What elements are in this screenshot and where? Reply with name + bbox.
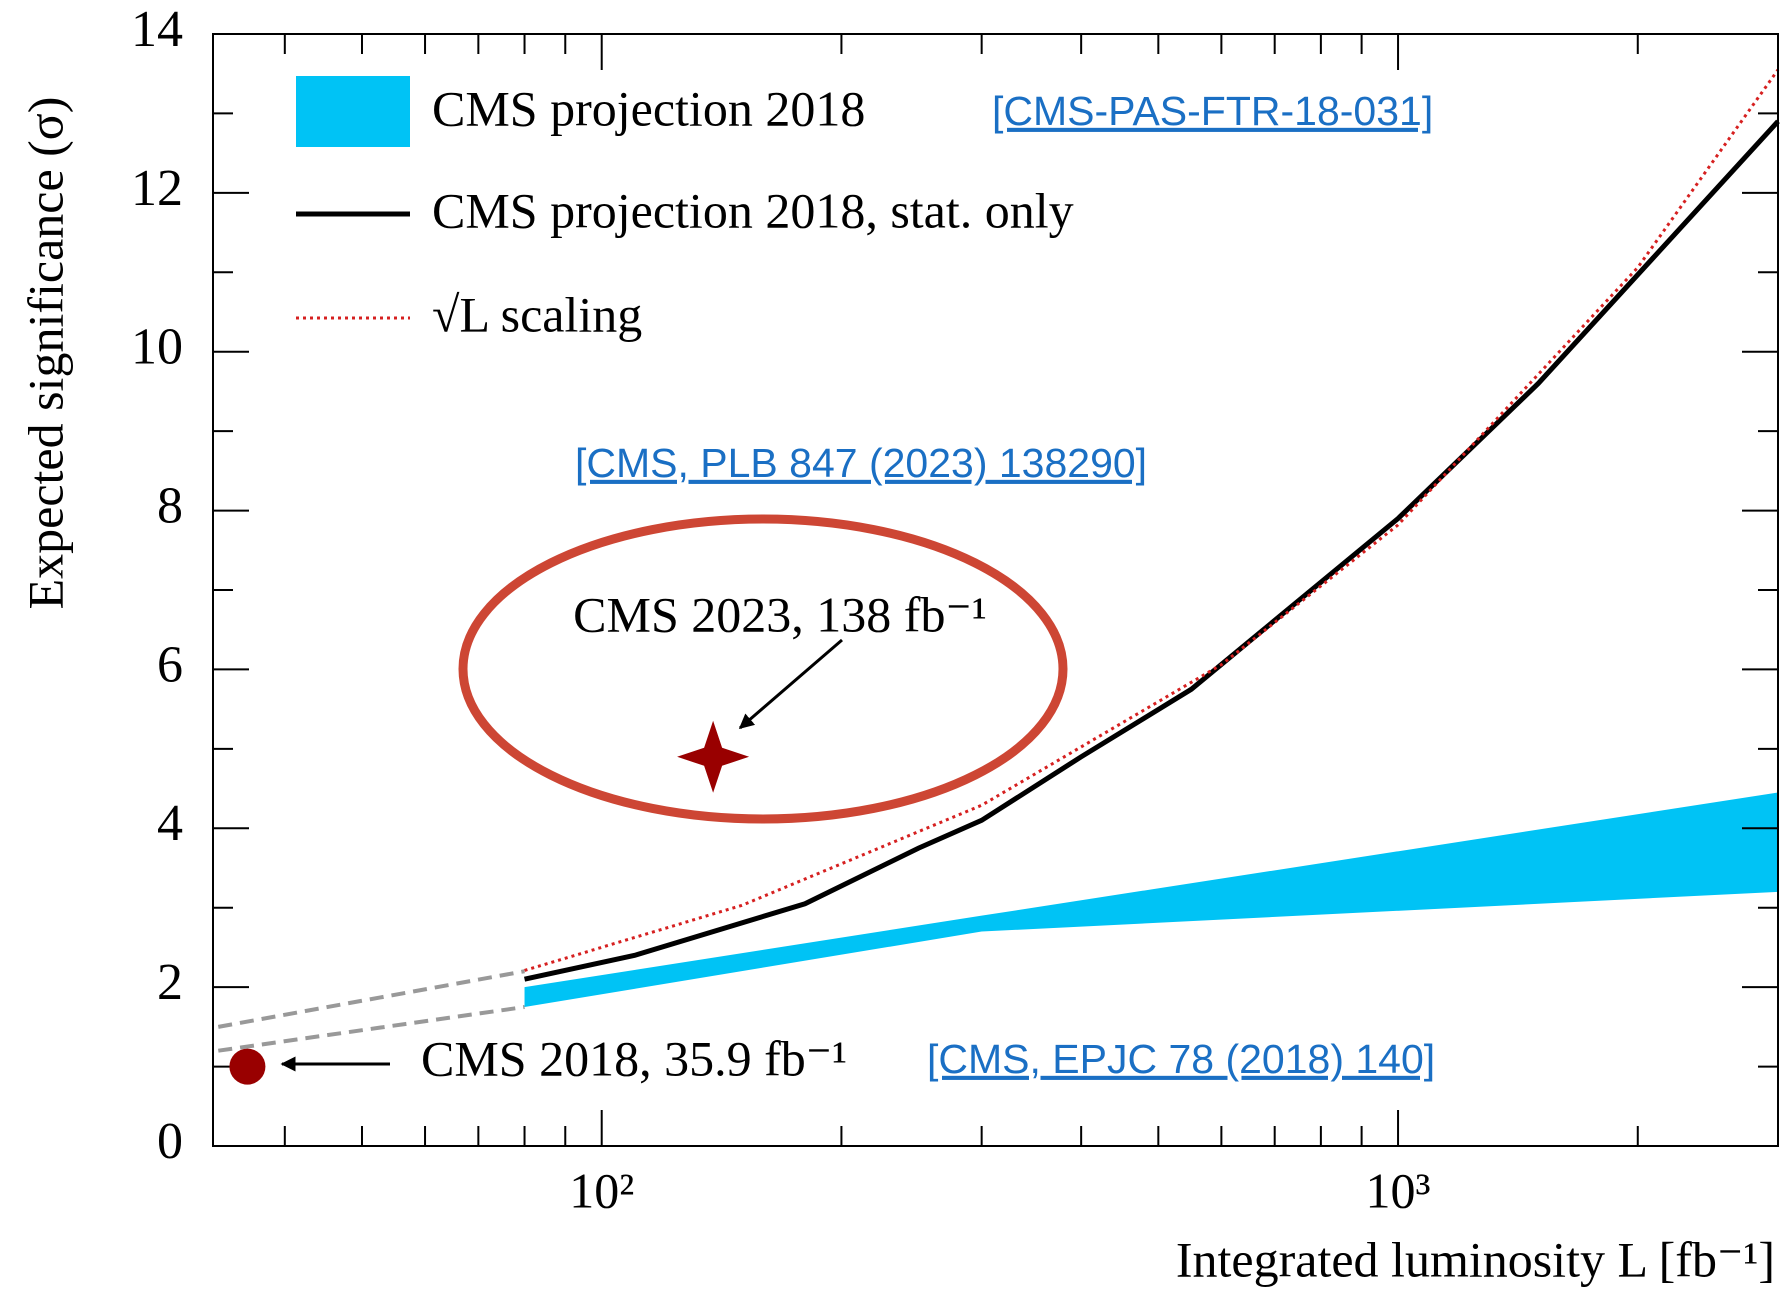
legend-label: CMS projection 2018, stat. only (432, 182, 1074, 238)
extrapolation-line (217, 969, 525, 1029)
reference-link[interactable]: [CMS-PAS-FTR-18-031] (992, 88, 1433, 134)
reference-link[interactable]: [CMS, EPJC 78 (2018) 140] (927, 1036, 1435, 1082)
point-label: CMS 2023, 138 fb⁻¹ (573, 586, 987, 642)
legend-label: CMS projection 2018 (432, 80, 865, 136)
highlight-ellipse (458, 514, 1068, 824)
y-tick-label: 14 (131, 1, 183, 58)
point-label: CMS 2018, 35.9 fb⁻¹ (421, 1030, 847, 1086)
legend-swatch (296, 76, 410, 147)
reference-link[interactable]: [CMS, PLB 847 (2023) 138290] (575, 440, 1147, 486)
series-line (524, 68, 1780, 972)
data-point (229, 1048, 266, 1085)
x-axis-label: Integrated luminosity L [fb⁻¹] (1176, 1231, 1775, 1287)
x-tick-label: 10² (569, 1162, 634, 1218)
legend-label: √L scaling (432, 286, 642, 342)
x-tick-label: 10³ (1366, 1162, 1431, 1218)
arrow (738, 638, 843, 730)
y-tick-label: 2 (157, 954, 183, 1011)
y-tick-label: 4 (157, 795, 183, 852)
data-point (677, 720, 750, 793)
y-tick-label: 8 (157, 478, 183, 535)
band (524, 792, 1779, 1007)
y-tick-label: 6 (157, 636, 183, 693)
y-tick-label: 10 (131, 319, 183, 376)
y-tick-label: 0 (157, 1113, 183, 1170)
series-line (524, 119, 1780, 982)
y-tick-label: 12 (131, 160, 183, 217)
extrapolation-line (217, 1005, 525, 1053)
y-axis-label: Expected significance (σ) (17, 97, 73, 610)
